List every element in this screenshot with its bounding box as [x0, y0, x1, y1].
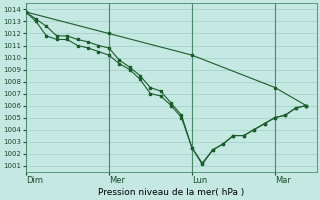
X-axis label: Pression niveau de la mer( hPa ): Pression niveau de la mer( hPa ) — [98, 188, 244, 197]
